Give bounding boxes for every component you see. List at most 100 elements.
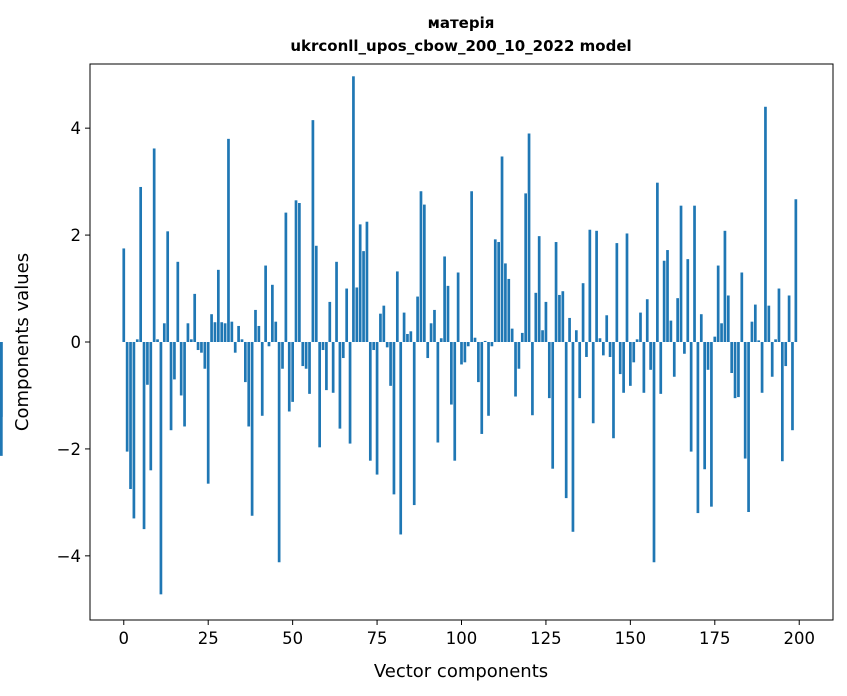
bar-153 — [639, 312, 642, 342]
bar-0 — [122, 248, 126, 342]
x-tick-label: 50 — [282, 629, 303, 648]
bar-9 — [152, 148, 156, 342]
bar-165 — [679, 205, 683, 342]
bar-36 — [244, 342, 247, 383]
bar-124 — [541, 330, 544, 342]
bar-94 — [439, 338, 443, 342]
bar-157 — [652, 342, 656, 563]
bar-171 — [699, 314, 703, 342]
bar-169 — [693, 205, 696, 342]
bar-41 — [260, 342, 264, 416]
bar-44 — [271, 284, 274, 342]
bar-97 — [450, 342, 453, 405]
bar-109 — [490, 342, 494, 347]
bar-143 — [605, 315, 609, 342]
x-tick-label: 25 — [198, 629, 219, 648]
bar-43 — [267, 342, 271, 347]
bar-79 — [389, 342, 392, 386]
bar-3 — [132, 342, 136, 519]
bar-155 — [645, 299, 649, 342]
bar-133 — [571, 342, 575, 532]
bar-130 — [561, 291, 565, 342]
bar-135 — [578, 342, 582, 399]
bar-88 — [419, 191, 423, 342]
bar-191 — [767, 305, 771, 342]
chart-title: матерія — [428, 14, 495, 32]
bar-138 — [588, 229, 592, 342]
bar-82 — [399, 342, 403, 535]
bar-113 — [504, 263, 507, 342]
bar-190 — [764, 106, 767, 343]
bar-46 — [277, 342, 281, 563]
bar-22 — [196, 342, 200, 351]
bar-118 — [520, 332, 524, 342]
bar-7 — [146, 342, 149, 385]
bar-140 — [595, 230, 598, 342]
bar-131 — [564, 342, 568, 499]
bar-151 — [632, 342, 636, 363]
bar-77 — [382, 305, 386, 342]
bar-15 — [173, 342, 176, 380]
chart-subtitle: ukrconll_upos_cbow_200_10_2022 model — [290, 37, 631, 55]
bar-30 — [223, 323, 227, 342]
bar-74 — [372, 342, 376, 351]
bar-80 — [392, 342, 396, 495]
y-tick-label: 2 — [71, 226, 82, 245]
bar-78 — [385, 342, 389, 348]
bar-112 — [500, 156, 504, 342]
bar-85 — [409, 331, 413, 342]
bar-156 — [649, 342, 652, 370]
bar-34 — [237, 325, 240, 342]
bar-116 — [514, 342, 517, 397]
bar-21 — [193, 293, 197, 342]
bar-117 — [517, 342, 521, 369]
bar-47 — [281, 342, 284, 369]
bar-68 — [352, 76, 355, 343]
x-tick-label: 100 — [446, 629, 478, 648]
bar-45 — [274, 321, 278, 342]
bar-147 — [618, 342, 622, 375]
bar-106 — [480, 342, 484, 434]
y-axis-label: Components values — [12, 253, 33, 431]
bar-148 — [622, 342, 625, 393]
bar-13 — [166, 231, 170, 342]
bar-92 — [433, 309, 436, 342]
bar-114 — [507, 278, 511, 342]
bar-23 — [200, 342, 203, 353]
bar-192 — [770, 342, 774, 377]
bar-91 — [429, 323, 433, 342]
bar-76 — [379, 313, 382, 342]
bar-158 — [656, 182, 659, 342]
x-axis-label: Vector components — [374, 661, 548, 682]
bar-51 — [294, 200, 298, 342]
bar-4 — [135, 339, 139, 342]
bar-96 — [446, 285, 450, 342]
bar-137 — [585, 342, 588, 357]
bar-108 — [487, 342, 490, 416]
bar-196 — [784, 342, 788, 367]
bar-56 — [311, 120, 315, 342]
bar-8 — [149, 342, 153, 471]
bar-150 — [629, 342, 632, 386]
bar-52 — [298, 203, 301, 342]
bar-145 — [612, 342, 615, 439]
bar-63 — [335, 261, 338, 342]
bar-101 — [463, 342, 467, 363]
bar-31 — [227, 138, 230, 342]
bar-27 — [213, 322, 217, 342]
bar-undefined — [0, 342, 3, 417]
bar-104 — [473, 337, 477, 342]
bar-69 — [355, 287, 359, 342]
x-axis-ticks: 0 25 50 75 100 125 150 175 200 — [119, 620, 815, 648]
bar-146 — [615, 243, 619, 342]
bar-29 — [220, 322, 224, 342]
bar-105 — [477, 342, 480, 383]
bar-125 — [544, 301, 548, 342]
x-tick-label: 125 — [530, 629, 562, 648]
bar-75 — [375, 342, 379, 475]
bar-39 — [254, 309, 257, 342]
x-tick-label: 200 — [783, 629, 815, 648]
bar-189 — [760, 342, 764, 393]
bar-110 — [493, 239, 497, 342]
